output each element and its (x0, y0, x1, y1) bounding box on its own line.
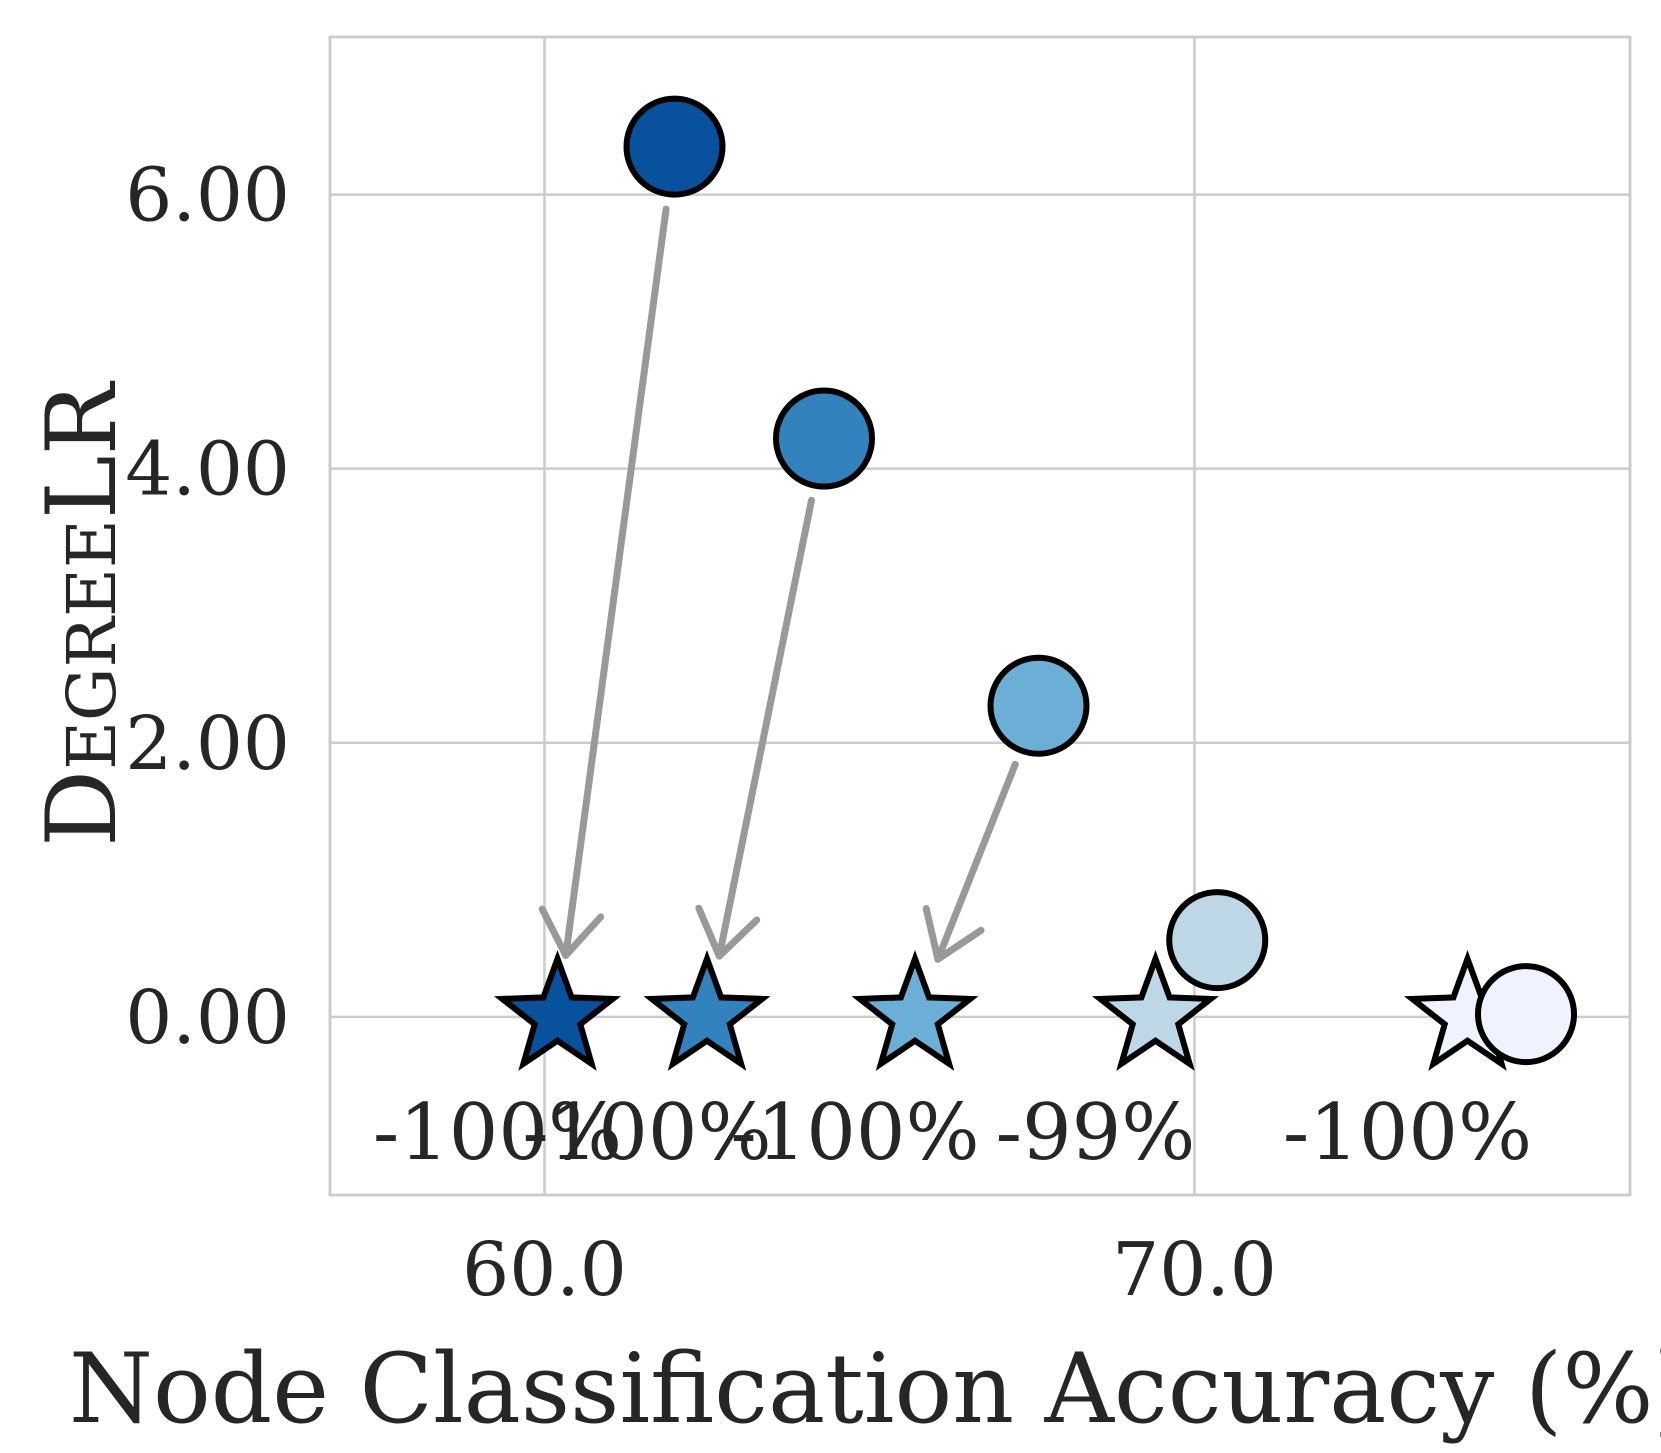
markers (493, 95, 1577, 1071)
after-star-marker (493, 950, 622, 1071)
arrow-head (922, 905, 985, 963)
change-label: -99% (996, 1088, 1196, 1178)
arrow-shaft (562, 205, 670, 959)
y-axis-label: DegreeLR (26, 380, 138, 846)
y-tick-label: 4.00 (125, 427, 290, 513)
before-circle-marker (773, 387, 875, 490)
change-label: -100% (730, 1088, 979, 1178)
plot-frame (328, 35, 1632, 1197)
arrow-shaft (934, 760, 1019, 963)
x-axis-label: Node Classification Accuracy (%) (69, 1333, 1661, 1445)
grid-lines (330, 37, 1630, 1195)
change-label: -100% (522, 1088, 771, 1178)
x-tick-label: 70.0 (1112, 1227, 1277, 1313)
arrow-head (695, 904, 761, 960)
before-circle-marker (987, 654, 1090, 757)
y-tick-label: 2.00 (125, 701, 290, 787)
tick-labels: 60.0 70.0 0.00 2.00 4.00 6.00 (125, 153, 1277, 1313)
change-label: -100% (1283, 1088, 1532, 1178)
before-circle-marker (1166, 889, 1269, 992)
after-star-marker (851, 950, 979, 1071)
after-star-marker (1091, 950, 1220, 1071)
after-star-marker (643, 950, 771, 1071)
arrow-head (538, 905, 605, 959)
arrow-shaft (715, 496, 816, 960)
x-tick-label: 60.0 (462, 1227, 627, 1313)
change-labels: -100%-100%-100% -99% -100% (373, 1088, 1532, 1178)
y-tick-label: 6.00 (125, 153, 290, 239)
change-label: -100% (373, 1088, 622, 1178)
before-circle-marker (1475, 963, 1577, 1066)
y-tick-label: 0.00 (125, 975, 290, 1061)
arrows (538, 205, 1019, 963)
before-circle-marker (623, 95, 726, 198)
